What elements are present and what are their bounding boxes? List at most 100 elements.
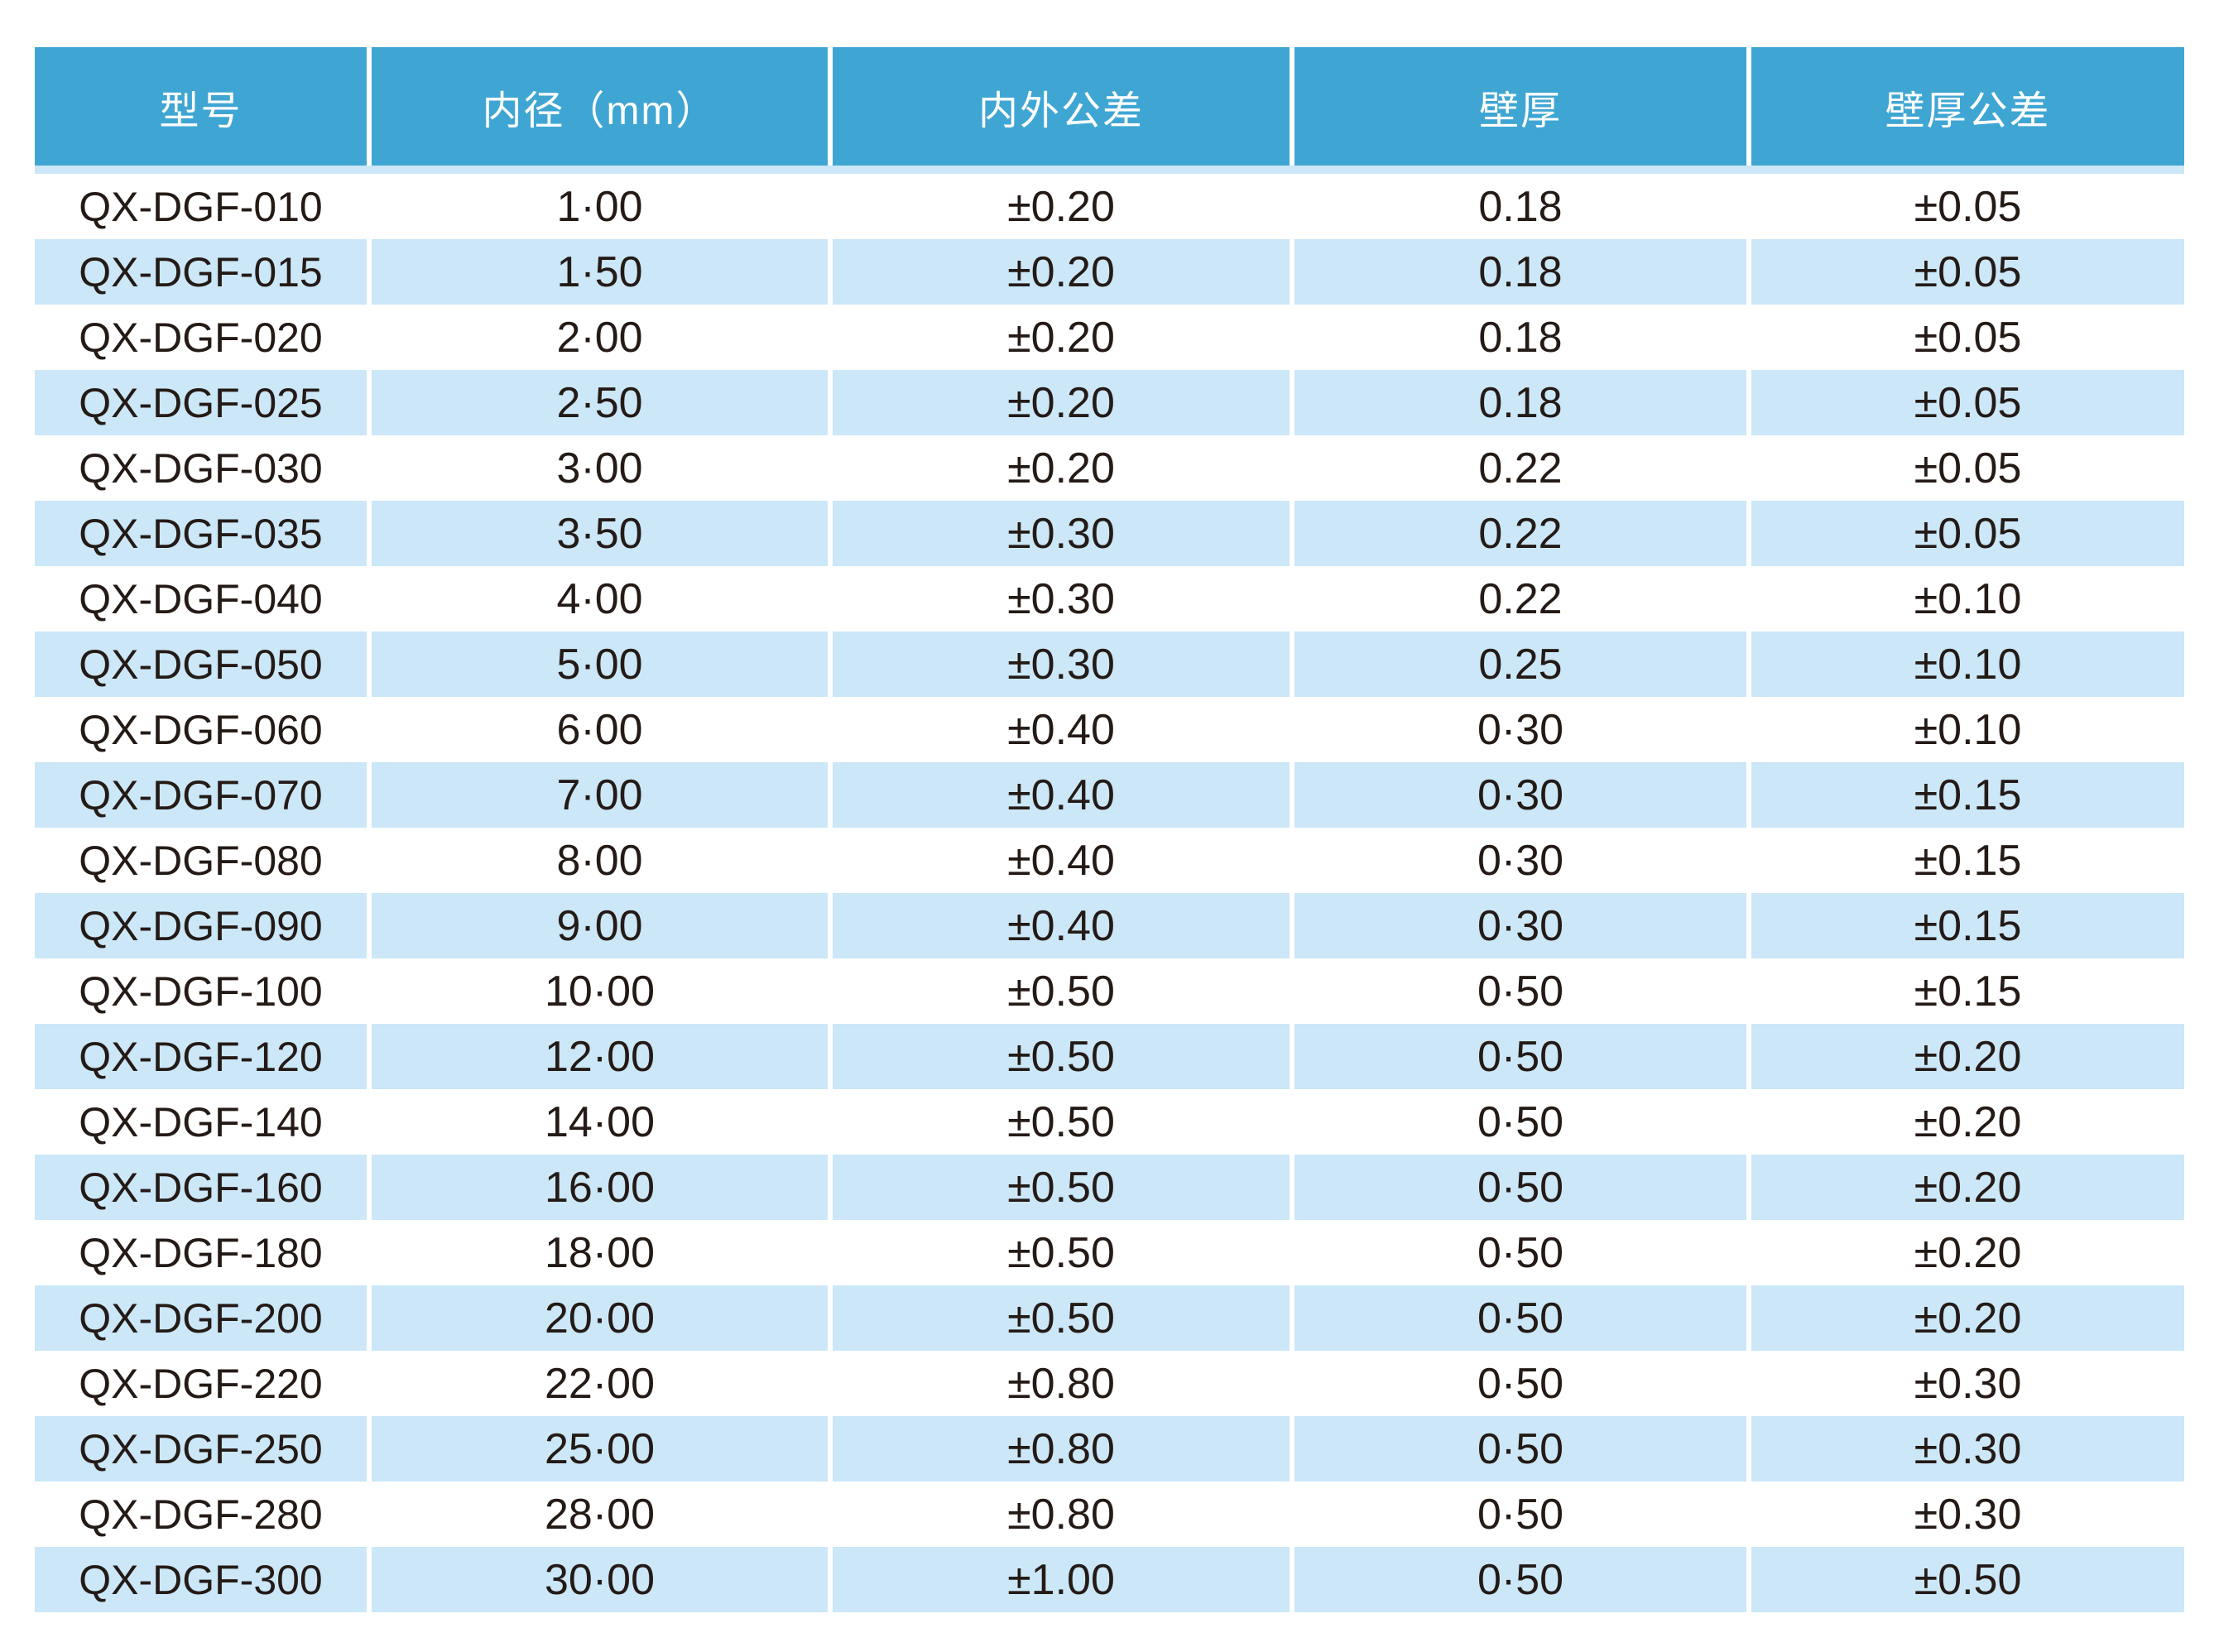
wall-thickness-cell: 0·50 — [1294, 1547, 1746, 1612]
inner-diameter-cell: 1·50 — [372, 239, 828, 305]
table-row: QX-DGF-010 1·00 ±0.20 0.18 ±0.05 — [35, 174, 2184, 239]
model-cell: QX-DGF-220 — [35, 1351, 367, 1416]
model-cell: QX-DGF-200 — [35, 1285, 367, 1351]
wall-thickness-cell: 0.22 — [1294, 566, 1746, 632]
table-row: QX-DGF-090 9·00 ±0.40 0·30 ±0.15 — [35, 893, 2184, 958]
model-cell: QX-DGF-090 — [35, 893, 367, 958]
wall-tolerance-cell: ±0.15 — [1751, 958, 2184, 1024]
table-row: QX-DGF-220 22·00 ±0.80 0·50 ±0.30 — [35, 1351, 2184, 1416]
wall-thickness-cell: 0·50 — [1294, 1089, 1746, 1155]
inner-diameter-cell: 2·00 — [372, 305, 828, 370]
model-cell: QX-DGF-140 — [35, 1089, 367, 1155]
table-row: QX-DGF-140 14·00 ±0.50 0·50 ±0.20 — [35, 1089, 2184, 1155]
table-row: QX-DGF-060 6·00 ±0.40 0·30 ±0.10 — [35, 697, 2184, 762]
table-body: QX-DGF-010 1·00 ±0.20 0.18 ±0.05 QX-DGF-015 1·… — [35, 174, 2184, 1612]
wall-tolerance-cell: ±0.10 — [1751, 632, 2184, 697]
diameter-tolerance-cell: ±0.50 — [833, 1285, 1290, 1351]
wall-tolerance-cell: ±0.05 — [1751, 370, 2184, 435]
diameter-tolerance-cell: ±0.40 — [833, 893, 1290, 958]
inner-diameter-cell: 4·00 — [372, 566, 828, 632]
diameter-tolerance-cell: ±0.30 — [833, 501, 1290, 566]
table-row: QX-DGF-030 3·00 ±0.20 0.22 ±0.05 — [35, 435, 2184, 501]
wall-tolerance-cell: ±0.10 — [1751, 566, 2184, 632]
header-cell-inner-diameter: 内径（mm） — [372, 47, 828, 166]
inner-diameter-cell: 28·00 — [372, 1482, 828, 1547]
wall-tolerance-cell: ±0.30 — [1751, 1482, 2184, 1547]
model-cell: QX-DGF-250 — [35, 1416, 367, 1482]
inner-diameter-cell: 6·00 — [372, 697, 828, 762]
diameter-tolerance-cell: ±0.50 — [833, 1220, 1290, 1285]
header-cell-diameter-tolerance: 内外公差 — [833, 47, 1290, 166]
model-cell: QX-DGF-080 — [35, 828, 367, 893]
wall-thickness-cell: 0.22 — [1294, 435, 1746, 501]
model-cell: QX-DGF-120 — [35, 1024, 367, 1089]
inner-diameter-cell: 18·00 — [372, 1220, 828, 1285]
model-cell: QX-DGF-280 — [35, 1482, 367, 1547]
wall-thickness-cell: 0·30 — [1294, 697, 1746, 762]
wall-tolerance-cell: ±0.15 — [1751, 828, 2184, 893]
header-cell-wall-tolerance: 壁厚公差 — [1751, 47, 2184, 166]
inner-diameter-cell: 30·00 — [372, 1547, 828, 1612]
model-cell: QX-DGF-025 — [35, 370, 367, 435]
model-cell: QX-DGF-160 — [35, 1155, 367, 1220]
diameter-tolerance-cell: ±0.50 — [833, 958, 1290, 1024]
table-row: QX-DGF-160 16·00 ±0.50 0·50 ±0.20 — [35, 1155, 2184, 1220]
wall-thickness-cell: 0.18 — [1294, 239, 1746, 305]
table-row: QX-DGF-080 8·00 ±0.40 0·30 ±0.15 — [35, 828, 2184, 893]
wall-thickness-cell: 0·50 — [1294, 1482, 1746, 1547]
wall-tolerance-cell: ±0.20 — [1751, 1024, 2184, 1089]
wall-tolerance-cell: ±0.05 — [1751, 174, 2184, 239]
wall-tolerance-cell: ±0.05 — [1751, 305, 2184, 370]
table-row: QX-DGF-200 20·00 ±0.50 0·50 ±0.20 — [35, 1285, 2184, 1351]
inner-diameter-cell: 14·00 — [372, 1089, 828, 1155]
model-cell: QX-DGF-010 — [35, 174, 367, 239]
wall-tolerance-cell: ±0.30 — [1751, 1351, 2184, 1416]
model-cell: QX-DGF-100 — [35, 958, 367, 1024]
inner-diameter-cell: 8·00 — [372, 828, 828, 893]
inner-diameter-cell: 3·00 — [372, 435, 828, 501]
wall-thickness-cell: 0·50 — [1294, 1220, 1746, 1285]
diameter-tolerance-cell: ±0.30 — [833, 632, 1290, 697]
wall-tolerance-cell: ±0.15 — [1751, 762, 2184, 828]
table-row: QX-DGF-180 18·00 ±0.50 0·50 ±0.20 — [35, 1220, 2184, 1285]
wall-tolerance-cell: ±0.50 — [1751, 1547, 2184, 1612]
diameter-tolerance-cell: ±0.40 — [833, 697, 1290, 762]
inner-diameter-cell: 1·00 — [372, 174, 828, 239]
wall-thickness-cell: 0.18 — [1294, 370, 1746, 435]
model-cell: QX-DGF-060 — [35, 697, 367, 762]
diameter-tolerance-cell: ±1.00 — [833, 1547, 1290, 1612]
diameter-tolerance-cell: ±0.80 — [833, 1482, 1290, 1547]
model-cell: QX-DGF-300 — [35, 1547, 367, 1612]
table-row: QX-DGF-120 12·00 ±0.50 0·50 ±0.20 — [35, 1024, 2184, 1089]
table-row: QX-DGF-050 5·00 ±0.30 0.25 ±0.10 — [35, 632, 2184, 697]
wall-thickness-cell: 0.25 — [1294, 632, 1746, 697]
wall-thickness-cell: 0·50 — [1294, 1024, 1746, 1089]
model-cell: QX-DGF-020 — [35, 305, 367, 370]
model-cell: QX-DGF-050 — [35, 632, 367, 697]
diameter-tolerance-cell: ±0.50 — [833, 1155, 1290, 1220]
wall-tolerance-cell: ±0.05 — [1751, 239, 2184, 305]
table-row: QX-DGF-025 2·50 ±0.20 0.18 ±0.05 — [35, 370, 2184, 435]
tube-spec-table: 型号 内径（mm） 内外公差 壁厚 壁厚公差 QX-DGF-010 1·00 ±0.… — [35, 47, 2184, 1612]
wall-thickness-cell: 0·50 — [1294, 958, 1746, 1024]
model-cell: QX-DGF-070 — [35, 762, 367, 828]
table-row: QX-DGF-300 30·00 ±1.00 0·50 ±0.50 — [35, 1547, 2184, 1612]
inner-diameter-cell: 7·00 — [372, 762, 828, 828]
diameter-tolerance-cell: ±0.80 — [833, 1351, 1290, 1416]
table-header-row: 型号 内径（mm） 内外公差 壁厚 壁厚公差 — [35, 47, 2184, 166]
inner-diameter-cell: 20·00 — [372, 1285, 828, 1351]
wall-thickness-cell: 0·50 — [1294, 1155, 1746, 1220]
inner-diameter-cell: 9·00 — [372, 893, 828, 958]
wall-thickness-cell: 0.18 — [1294, 174, 1746, 239]
diameter-tolerance-cell: ±0.20 — [833, 370, 1290, 435]
wall-thickness-cell: 0·30 — [1294, 828, 1746, 893]
wall-tolerance-cell: ±0.30 — [1751, 1416, 2184, 1482]
table-row: QX-DGF-020 2·00 ±0.20 0.18 ±0.05 — [35, 305, 2184, 370]
table-row: QX-DGF-040 4·00 ±0.30 0.22 ±0.10 — [35, 566, 2184, 632]
model-cell: QX-DGF-180 — [35, 1220, 367, 1285]
header-underline — [35, 166, 2184, 174]
wall-tolerance-cell: ±0.10 — [1751, 697, 2184, 762]
wall-thickness-cell: 0·30 — [1294, 762, 1746, 828]
model-cell: QX-DGF-030 — [35, 435, 367, 501]
